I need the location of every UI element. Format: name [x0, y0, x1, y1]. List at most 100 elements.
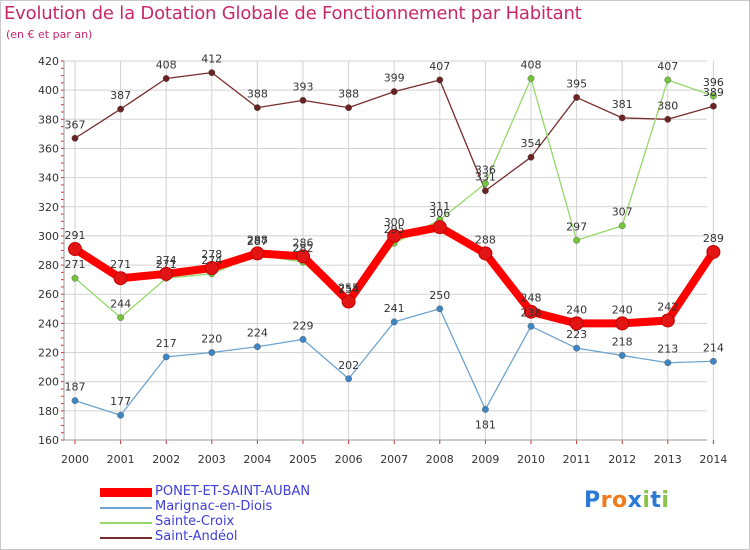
- series-point-0: [296, 249, 310, 264]
- series-point-1: [390, 318, 398, 326]
- data-label-1: 202: [338, 359, 359, 372]
- data-label-1: 224: [247, 327, 268, 340]
- legend-label-ponet: PONET-ET-SAINT-AUBAN: [155, 484, 311, 499]
- series-point-3: [390, 88, 398, 96]
- data-label-2: 282: [293, 242, 314, 255]
- y-tick-label: 260: [38, 288, 59, 301]
- data-label-1: 220: [201, 333, 222, 346]
- data-label-1: 238: [521, 306, 542, 319]
- data-label-0: 288: [475, 233, 496, 246]
- series-point-3: [436, 76, 444, 84]
- y-tick-label: 340: [38, 172, 59, 185]
- data-label-1: 214: [703, 341, 724, 354]
- logo-letter: t: [650, 488, 662, 513]
- series-point-1: [710, 357, 717, 365]
- logo-letter: o: [611, 488, 628, 513]
- data-label-2: 336: [475, 163, 496, 176]
- series-point-0: [432, 220, 447, 235]
- y-tick-label: 360: [38, 142, 59, 155]
- data-label-3: 412: [201, 53, 222, 66]
- data-label-2: 244: [110, 298, 131, 311]
- data-label-0: 240: [566, 303, 587, 316]
- legend-label-marignac: Marignac-en-Diois: [155, 499, 273, 514]
- y-tick-label: 400: [38, 84, 59, 97]
- data-label-0: 289: [703, 232, 724, 245]
- series-point-1: [345, 375, 352, 383]
- series-point-0: [204, 260, 219, 275]
- data-label-3: 389: [703, 86, 724, 99]
- data-label-0: 242: [657, 300, 678, 313]
- x-tick-label: 2013: [654, 453, 682, 466]
- legend-item-marignac[interactable]: Marignac-en-Diois: [100, 499, 400, 514]
- y-tick-label: 420: [38, 55, 59, 68]
- x-tick-label: 2009: [471, 453, 499, 466]
- data-label-3: 367: [65, 118, 86, 131]
- chart-subtitle: (en € et par an): [6, 28, 93, 41]
- y-tick-label: 160: [38, 434, 59, 447]
- series: [68, 69, 721, 419]
- series-point-2: [71, 274, 79, 282]
- x-tick-label: 2008: [426, 453, 454, 466]
- data-label-0: 271: [110, 258, 131, 271]
- y-tick-label: 280: [38, 259, 59, 272]
- series-point-1: [527, 322, 535, 330]
- x-tick-label: 2010: [517, 453, 545, 466]
- x-tick-label: 2007: [380, 453, 408, 466]
- x-tick-label: 2014: [699, 453, 727, 466]
- legend-item-ponet[interactable]: PONET-ET-SAINT-AUBAN: [100, 484, 400, 499]
- data-label-2: 274: [201, 254, 222, 267]
- series-point-3: [299, 96, 307, 104]
- logo-letter: i: [661, 488, 670, 513]
- series-point-1: [71, 397, 79, 405]
- data-label-1: 241: [384, 302, 405, 315]
- series-point-1: [253, 343, 261, 351]
- x-tick-label: 2000: [61, 453, 89, 466]
- series-point-1: [664, 359, 672, 367]
- series-point-2: [664, 76, 672, 84]
- y-tick-label: 320: [38, 201, 59, 214]
- series-point-0: [387, 228, 402, 243]
- series-point-3: [573, 94, 580, 101]
- data-label-0: 300: [384, 216, 405, 229]
- series-point-3: [162, 75, 170, 82]
- data-label-2: 407: [657, 60, 678, 73]
- logo-letter: x: [627, 488, 643, 513]
- data-label-2: 297: [566, 220, 587, 233]
- y-tick-label: 300: [38, 230, 59, 243]
- data-label-3: 380: [657, 99, 678, 112]
- y-tick-label: 380: [38, 113, 59, 126]
- series-point-3: [481, 187, 489, 195]
- x-tick-label: 2011: [563, 453, 591, 466]
- data-label-1: 187: [65, 381, 86, 394]
- x-tick-label: 2006: [335, 453, 363, 466]
- data-label-3: 408: [156, 58, 177, 71]
- data-label-1: 213: [657, 343, 678, 356]
- logo-letter: P: [584, 488, 601, 513]
- data-label-3: 407: [429, 60, 450, 73]
- series-point-3: [71, 134, 79, 142]
- axes: 160 180 200 220 240 260 280 300 320 340 360 380 400 4…: [38, 55, 727, 466]
- logo-letter: r: [600, 488, 612, 513]
- logo-letter: i: [642, 488, 651, 513]
- series-point-3: [208, 69, 216, 77]
- data-label-0: 274: [156, 254, 177, 267]
- data-label-0: 291: [65, 229, 86, 242]
- series-point-2: [527, 75, 535, 82]
- data-label-0: 278: [201, 248, 222, 261]
- data-label-1: 217: [156, 337, 177, 350]
- data-label-0: 288: [247, 233, 268, 246]
- data-label-2: 287: [247, 235, 268, 248]
- series-point-0: [341, 294, 356, 309]
- x-tick-label: 2004: [243, 453, 271, 466]
- data-label-3: 387: [110, 89, 131, 102]
- legend-item-saint-andeol[interactable]: Saint-Andéol: [100, 529, 400, 544]
- series-point-1: [162, 353, 170, 361]
- legend-label-sainte-croix: Sainte-Croix: [155, 514, 235, 529]
- series-point-0: [524, 304, 538, 319]
- series-point-2: [117, 314, 125, 321]
- legend-item-sainte-croix[interactable]: Sainte-Croix: [100, 514, 400, 529]
- series-point-0: [68, 242, 82, 257]
- series-point-1: [299, 336, 307, 343]
- legend-label-saint-andeol: Saint-Andéol: [155, 529, 238, 544]
